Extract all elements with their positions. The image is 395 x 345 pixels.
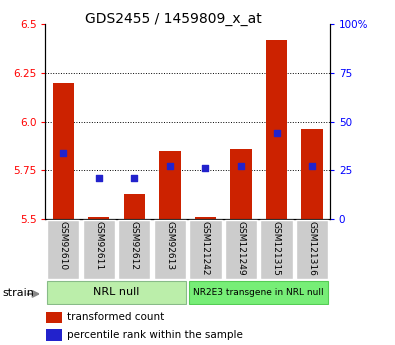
Text: GSM121315: GSM121315 <box>272 221 281 276</box>
Text: transformed count: transformed count <box>67 312 165 322</box>
FancyBboxPatch shape <box>296 220 328 279</box>
Text: GSM121242: GSM121242 <box>201 221 210 275</box>
Text: GSM121249: GSM121249 <box>237 221 245 276</box>
Point <box>202 166 209 171</box>
Bar <box>124 194 145 219</box>
Bar <box>266 40 287 219</box>
FancyBboxPatch shape <box>118 220 150 279</box>
Bar <box>88 217 109 219</box>
Point <box>238 164 244 169</box>
FancyBboxPatch shape <box>83 220 115 279</box>
Text: NRL null: NRL null <box>93 287 140 297</box>
Point <box>167 164 173 169</box>
FancyBboxPatch shape <box>47 220 79 279</box>
FancyBboxPatch shape <box>189 281 328 304</box>
FancyBboxPatch shape <box>225 220 257 279</box>
Point <box>96 175 102 181</box>
Text: GSM92611: GSM92611 <box>94 221 103 270</box>
Bar <box>301 129 323 219</box>
FancyBboxPatch shape <box>260 220 293 279</box>
Point <box>273 130 280 136</box>
FancyBboxPatch shape <box>47 281 186 304</box>
FancyBboxPatch shape <box>154 220 186 279</box>
Point <box>60 150 66 156</box>
Bar <box>159 151 181 219</box>
Point <box>309 164 315 169</box>
Text: GSM121316: GSM121316 <box>308 221 316 276</box>
Bar <box>53 83 74 219</box>
FancyBboxPatch shape <box>189 220 222 279</box>
Bar <box>195 217 216 219</box>
Text: GSM92610: GSM92610 <box>59 221 68 270</box>
Text: GDS2455 / 1459809_x_at: GDS2455 / 1459809_x_at <box>85 12 262 26</box>
Bar <box>47 312 62 323</box>
Text: GSM92612: GSM92612 <box>130 221 139 270</box>
Bar <box>47 329 62 341</box>
Point <box>131 175 137 181</box>
Bar <box>230 149 252 219</box>
Text: GSM92613: GSM92613 <box>166 221 174 270</box>
Text: strain: strain <box>2 288 34 297</box>
Text: NR2E3 transgene in NRL null: NR2E3 transgene in NRL null <box>194 288 324 297</box>
Text: percentile rank within the sample: percentile rank within the sample <box>67 330 243 340</box>
